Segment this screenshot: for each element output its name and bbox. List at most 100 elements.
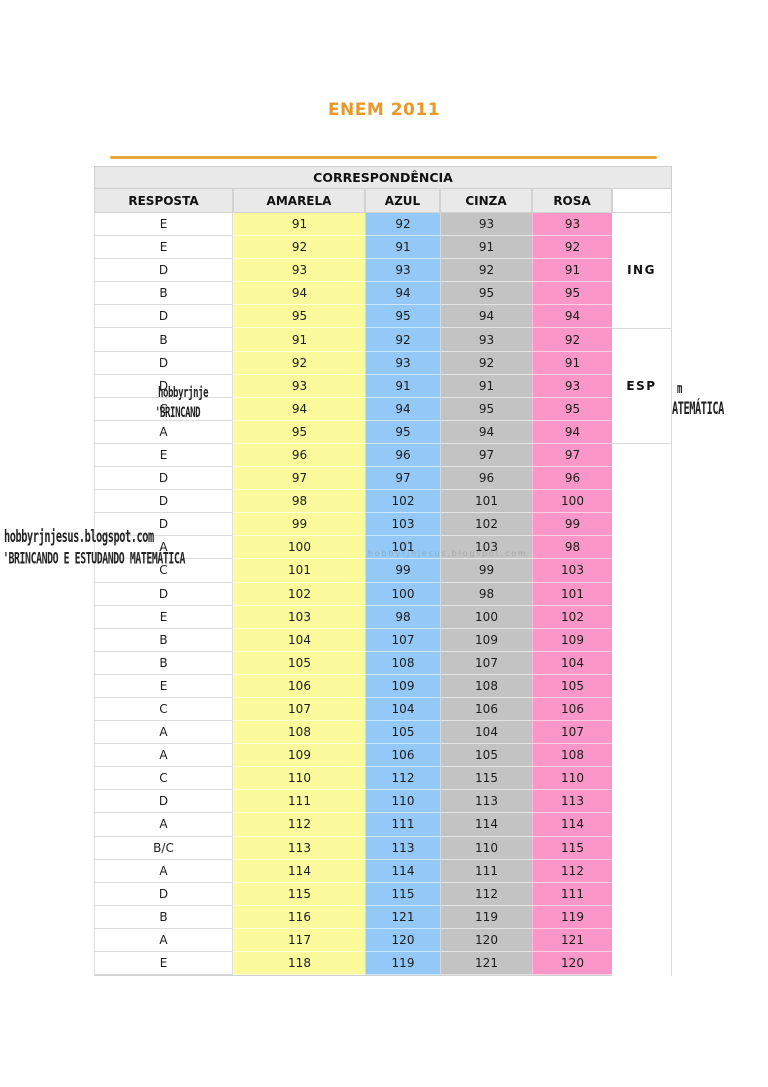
resposta-cell: B: [94, 628, 233, 652]
score-amarela-cell: 103: [233, 605, 365, 629]
score-cinza-cell: 104: [440, 721, 532, 745]
score-azul-cell: 95: [365, 420, 440, 444]
resposta-cell: D: [94, 882, 233, 906]
score-amarela-cell: 109: [233, 744, 365, 768]
score-cinza-cell: 109: [440, 628, 532, 652]
score-rosa-cell: 115: [532, 836, 612, 860]
score-cinza-cell: 114: [440, 813, 532, 837]
column-header-row: RESPOSTA AMARELA AZUL CINZA ROSA: [94, 189, 672, 213]
score-azul-cell: 97: [365, 467, 440, 491]
resposta-cell: A: [94, 420, 233, 444]
resposta-cell: E: [94, 236, 233, 260]
score-amarela-cell: 112: [233, 813, 365, 837]
score-rosa-cell: 95: [532, 282, 612, 306]
score-azul-cell: 121: [365, 905, 440, 929]
score-rosa-cell: 94: [532, 305, 612, 329]
score-cinza-cell: 98: [440, 582, 532, 606]
score-azul-cell: 107: [365, 628, 440, 652]
column-header-amarela: AMARELA: [233, 189, 365, 213]
score-cinza-cell: 120: [440, 928, 532, 952]
score-azul-cell: 95: [365, 305, 440, 329]
watermark-faint-row: hobbyrjnjesus.blogspot.com: [368, 549, 528, 558]
score-amarela-cell: 104: [233, 628, 365, 652]
score-cinza-cell: 110: [440, 836, 532, 860]
score-amarela-cell: 101: [233, 559, 365, 583]
score-amarela-cell: 95: [233, 420, 365, 444]
correspondence-table: CORRESPONDÊNCIA RESPOSTA AMARELA AZUL CI…: [94, 166, 672, 977]
watermark-fragment-right-url: m: [677, 380, 683, 398]
score-cinza-cell: 115: [440, 767, 532, 791]
score-amarela-cell: 94: [233, 397, 365, 421]
score-amarela-cell: 96: [233, 443, 365, 468]
resposta-cell: D: [94, 374, 233, 398]
score-rosa-cell: 94: [532, 420, 612, 444]
score-rosa-cell: 91: [532, 351, 612, 375]
score-azul-cell: 91: [365, 236, 440, 260]
language-label-ing: ING: [612, 213, 671, 329]
resposta-cell: D: [94, 490, 233, 514]
score-azul-cell: 94: [365, 397, 440, 421]
column-header-rosa: ROSA: [532, 189, 612, 213]
score-amarela-cell: 91: [233, 213, 365, 237]
score-amarela-cell: 95: [233, 305, 365, 329]
score-azul-cell: 106: [365, 744, 440, 768]
resposta-cell: E: [94, 443, 233, 468]
score-cinza-cell: 113: [440, 790, 532, 814]
column-header-cinza: CINZA: [440, 189, 532, 213]
score-azul-cell: 93: [365, 259, 440, 283]
score-cinza-cell: 97: [440, 443, 532, 468]
score-rosa-cell: 119: [532, 905, 612, 929]
score-azul-cell: 94: [365, 282, 440, 306]
watermark-blog-slogan: 'BRINCANDO E ESTUDANDO MATEMÁTICA: [3, 549, 185, 568]
score-amarela-cell: 102: [233, 582, 365, 606]
score-rosa-cell: 111: [532, 882, 612, 906]
page-title: ENEM 2011: [327, 100, 441, 120]
score-azul-cell: 92: [365, 328, 440, 352]
score-rosa-cell: 104: [532, 651, 612, 675]
score-azul-cell: 91: [365, 374, 440, 398]
resposta-cell: A: [94, 859, 233, 883]
score-rosa-cell: 103: [532, 559, 612, 583]
score-cinza-cell: 121: [440, 952, 532, 976]
watermark-blog-url: hobbyrjnjesus.blogspot.com: [4, 526, 154, 546]
resposta-cell: E: [94, 605, 233, 629]
score-amarela-cell: 99: [233, 513, 365, 537]
language-column: ING ESP: [612, 213, 672, 976]
score-amarela-cell: 115: [233, 882, 365, 906]
score-rosa-cell: 120: [532, 952, 612, 976]
score-rosa-cell: 92: [532, 328, 612, 352]
resposta-cell: A: [94, 813, 233, 837]
score-amarela-cell: 93: [233, 259, 365, 283]
score-cinza-cell: 103: [440, 536, 532, 560]
score-cinza-cell: 102: [440, 513, 532, 537]
score-cinza-cell: 101: [440, 490, 532, 514]
score-azul-cell: 93: [365, 351, 440, 375]
score-cinza-cell: 105: [440, 744, 532, 768]
score-azul-cell: 113: [365, 836, 440, 860]
score-rosa-cell: 102: [532, 605, 612, 629]
score-cinza-cell: 94: [440, 420, 532, 444]
resposta-cell: B: [94, 328, 233, 352]
resposta-cell: B: [94, 651, 233, 675]
score-rosa-cell: 96: [532, 467, 612, 491]
score-rosa-cell: 101: [532, 582, 612, 606]
resposta-cell: D: [94, 259, 233, 283]
score-azul-cell: 96: [365, 443, 440, 468]
watermark-fragment-right-slogan: ATEMÁTICA: [672, 398, 724, 418]
resposta-cell: A: [94, 721, 233, 745]
score-cinza-cell: 92: [440, 351, 532, 375]
score-cinza-cell: 91: [440, 236, 532, 260]
score-amarela-cell: 113: [233, 836, 365, 860]
resposta-cell: B: [94, 282, 233, 306]
score-cinza-cell: 96: [440, 467, 532, 491]
score-azul-cell: 101: [365, 536, 440, 560]
watermark-fragment-url: hobbyrjnje: [158, 384, 209, 402]
score-rosa-cell: 121: [532, 928, 612, 952]
resposta-cell: D: [94, 513, 233, 537]
score-amarela-cell: 106: [233, 674, 365, 698]
score-rosa-cell: 106: [532, 697, 612, 722]
score-cinza-cell: 100: [440, 605, 532, 629]
score-cinza-cell: 91: [440, 374, 532, 398]
score-rosa-cell: 92: [532, 236, 612, 260]
